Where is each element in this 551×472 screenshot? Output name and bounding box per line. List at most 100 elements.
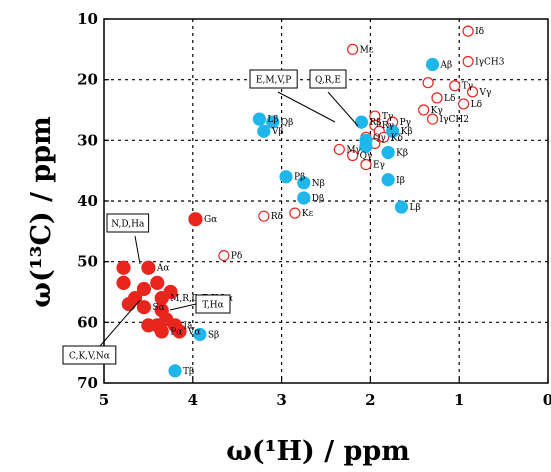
y-tick-label: 50 (77, 253, 98, 271)
point-label: Qγ (360, 152, 373, 162)
point-label: Pδ (231, 252, 242, 262)
annotation-box (62, 345, 117, 365)
data-point (121, 297, 136, 312)
point-label: Pα (170, 327, 182, 337)
annotation-leader-line (169, 303, 197, 311)
data-point (381, 145, 395, 160)
annotation-box (309, 69, 347, 89)
x-axis-title: ω(¹H) / ppm (226, 436, 410, 467)
annotation-label: T,Hα (202, 301, 223, 311)
x-tick-label: 5 (99, 391, 109, 409)
data-point (136, 281, 152, 297)
point-label: Eγ (373, 161, 385, 171)
point-label: IγCH2 (440, 115, 469, 125)
point-label: Kε (302, 209, 314, 219)
data-point (266, 115, 280, 129)
point-label: Qγ (373, 133, 386, 143)
y-tick-label: 40 (77, 192, 98, 210)
data-point (458, 98, 470, 110)
x-tick-label: 2 (365, 391, 375, 409)
x-tick-label: 0 (543, 391, 551, 409)
point-label: Vβ (271, 127, 284, 137)
point-label: Lβ (267, 115, 278, 125)
data-point (172, 324, 187, 339)
point-label: Iδ (475, 27, 484, 37)
annotation-leader-line (277, 91, 336, 123)
data-point (359, 139, 373, 153)
y-tick-label: 20 (77, 71, 98, 89)
point-label: Iβ (396, 176, 405, 186)
point-label: Sβ (208, 330, 219, 340)
x-tick-label: 1 (454, 391, 464, 409)
grid-lines (104, 19, 548, 383)
point-label: Lδ (471, 100, 482, 110)
data-point (279, 170, 293, 184)
point-label: Tγ (462, 82, 473, 92)
data-point (426, 113, 439, 125)
data-point (168, 364, 182, 378)
data-point (347, 43, 359, 55)
data-point (386, 124, 400, 138)
data-point (116, 275, 131, 290)
point-label: Lδ (444, 94, 455, 104)
y-axis-title: ω(¹³C) / ppm (26, 116, 57, 307)
point-label: Mγ (346, 145, 361, 155)
point-label: Dβ (312, 194, 324, 204)
point-label: Gα (204, 215, 217, 225)
point-label: Aα (156, 264, 170, 274)
y-tick-label: 70 (77, 374, 98, 392)
annotation-box (195, 294, 231, 314)
point-label: Mε (360, 45, 374, 55)
data-point (258, 210, 270, 222)
annotation-label: Q,R,E (315, 76, 341, 86)
data-point (462, 25, 474, 37)
point-label: Pβ (294, 173, 305, 183)
data-point (360, 159, 372, 171)
point-label: Kβ (396, 148, 408, 158)
point-label: Vγ (479, 88, 492, 98)
annotation-box (106, 213, 150, 233)
data-point (150, 275, 165, 290)
y-tick-label: 60 (77, 313, 98, 331)
data-point (116, 260, 131, 275)
data-point (378, 131, 390, 143)
data-points (116, 25, 479, 378)
annotation-boxes: E,M,V,P Q,R,E N,D,Ha T,Hα C,K,V,Nα (62, 69, 359, 365)
annotation-leader-line (99, 299, 141, 347)
point-label: Pγ (400, 118, 411, 128)
data-point (431, 92, 443, 104)
point-label: Kγ (431, 106, 443, 116)
data-point (154, 324, 169, 339)
data-point (136, 300, 152, 315)
point-label: Rγ (382, 121, 394, 131)
data-point (354, 115, 369, 129)
point-label: Vα (187, 327, 201, 337)
annotation-box (249, 69, 298, 89)
data-point (252, 112, 266, 126)
point-label: Sα (152, 303, 164, 313)
data-point (333, 143, 345, 156)
data-point (381, 173, 395, 187)
x-axis-ticks: 5 4 3 2 1 0 (99, 378, 551, 409)
point-label: Rδ (271, 212, 283, 222)
data-point (193, 327, 207, 342)
y-axis-ticks: 10 20 30 40 50 60 70 (77, 10, 109, 392)
data-point (297, 191, 311, 205)
data-point (218, 250, 230, 262)
data-point (297, 176, 311, 190)
point-label: Tβ (183, 367, 194, 377)
annotation-leader-line (327, 91, 359, 127)
data-point (449, 80, 461, 92)
annotation-leader-line (134, 235, 141, 265)
point-label: Lβ (409, 203, 420, 213)
data-point (466, 86, 479, 98)
data-point (418, 104, 430, 116)
point-label: Aβ (440, 61, 453, 71)
y-tick-label: 30 (77, 131, 98, 149)
point-label: Qβ (281, 118, 294, 128)
data-point (188, 212, 203, 227)
data-point (394, 200, 409, 214)
annotation-label: N,D,Ha (111, 220, 145, 230)
annotation-label: C,K,V,Nα (69, 352, 110, 362)
